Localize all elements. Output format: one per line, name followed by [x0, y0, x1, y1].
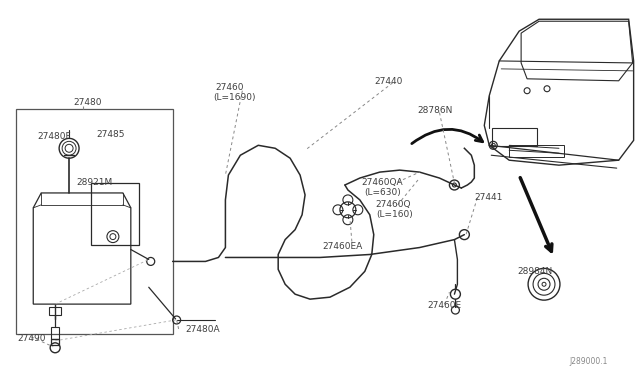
Text: 27480: 27480	[73, 98, 102, 107]
Bar	[492, 128, 537, 146]
Text: 27460Q: 27460Q	[376, 200, 412, 209]
Text: 28984N: 28984N	[517, 267, 552, 276]
Text: 28786N: 28786N	[417, 106, 453, 115]
Text: 27480A: 27480A	[186, 325, 220, 334]
Text: (L=630): (L=630)	[364, 188, 401, 197]
Bar	[51, 339, 59, 345]
Text: (L=160): (L=160)	[376, 210, 413, 219]
Text: 27480F: 27480F	[37, 132, 71, 141]
Text: 27441: 27441	[474, 193, 502, 202]
Text: 27460E: 27460E	[428, 301, 461, 310]
Bar	[91, 183, 139, 244]
Text: (L=1690): (L=1690)	[214, 93, 256, 102]
Text: 27485: 27485	[96, 131, 124, 140]
FancyArrowPatch shape	[412, 129, 483, 144]
Text: 27490: 27490	[17, 334, 46, 343]
Text: 27460QA: 27460QA	[362, 178, 403, 187]
Bar	[17, 109, 173, 334]
Text: J289000.1: J289000.1	[569, 357, 607, 366]
Bar	[509, 145, 564, 157]
Text: 27460EA: 27460EA	[322, 241, 362, 251]
Bar	[51, 327, 59, 339]
Text: 27440: 27440	[375, 77, 403, 86]
Text: 27460: 27460	[216, 83, 244, 92]
Bar	[49, 307, 61, 315]
Text: 28921M: 28921M	[76, 178, 112, 187]
